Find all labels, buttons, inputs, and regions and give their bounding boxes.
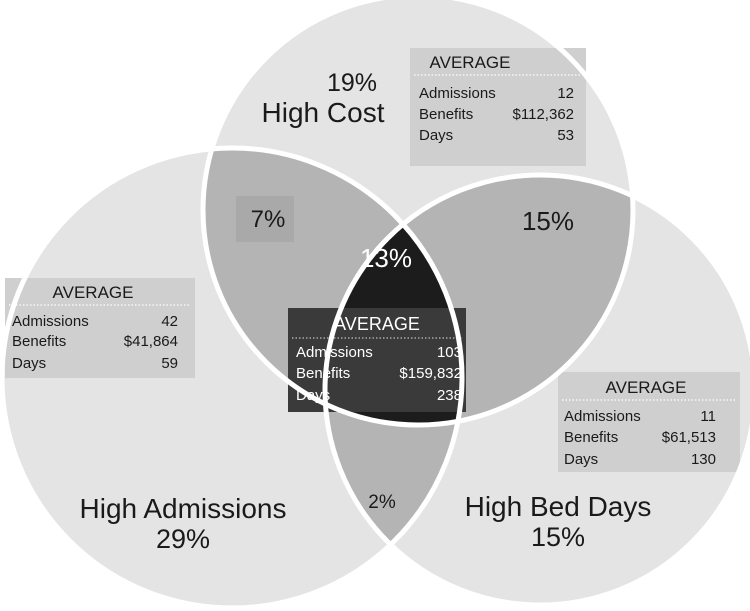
benefits-label: Benefits bbox=[419, 106, 473, 123]
days-value: 59 bbox=[161, 355, 178, 372]
admissions-value: 11 bbox=[700, 408, 716, 425]
admissions-label: Admissions bbox=[296, 344, 373, 361]
high-cost-average-panel bbox=[410, 48, 586, 166]
admissions-bed-days-percent: 2% bbox=[368, 492, 396, 513]
all-three-percent: 13% bbox=[360, 243, 412, 273]
admissions-value: 103 bbox=[437, 344, 462, 361]
all-three-average-panel bbox=[288, 308, 466, 412]
benefits-label: Benefits bbox=[564, 429, 618, 446]
benefits-value: $112,362 bbox=[513, 106, 574, 123]
high-bed-days-label: High Bed Days bbox=[465, 491, 652, 522]
days-value: 130 bbox=[691, 451, 716, 468]
high-admissions-percent: 29% bbox=[156, 524, 210, 554]
high-bed-days-average-table: AVERAGE Admissions 11 Benefits $61,513 D… bbox=[564, 378, 716, 468]
cost-admissions-percent: 7% bbox=[251, 206, 286, 233]
days-value: 238 bbox=[437, 387, 462, 404]
days-label: Days bbox=[296, 387, 330, 404]
high-bed-days-average-panel bbox=[558, 372, 740, 472]
admissions-value: 42 bbox=[161, 313, 178, 330]
admissions-label: Admissions bbox=[419, 85, 496, 102]
seven-percent-panel bbox=[236, 196, 294, 242]
benefits-label: Benefits bbox=[12, 333, 66, 350]
admissions-value: 12 bbox=[557, 85, 574, 102]
days-label: Days bbox=[419, 127, 453, 144]
benefits-value: $61,513 bbox=[662, 429, 716, 446]
benefits-label: Benefits bbox=[296, 365, 350, 382]
average-heading: AVERAGE bbox=[334, 314, 420, 334]
average-heading: AVERAGE bbox=[53, 283, 134, 302]
high-cost-average-table: AVERAGE Admissions 12 Benefits $112,362 … bbox=[419, 53, 574, 144]
high-cost-label: High Cost bbox=[262, 97, 385, 128]
cost-bed-days-percent: 15% bbox=[522, 206, 574, 236]
admissions-label: Admissions bbox=[12, 313, 89, 330]
average-heading: AVERAGE bbox=[606, 378, 687, 397]
admissions-label: Admissions bbox=[564, 408, 641, 425]
high-admissions-label: High Admissions bbox=[80, 493, 287, 524]
days-label: Days bbox=[564, 451, 598, 468]
benefits-value: $41,864 bbox=[124, 333, 178, 350]
high-cost-percent: 19% bbox=[327, 69, 377, 97]
all-three-average-table: AVERAGE Admissions 103 Benefits $159,832… bbox=[296, 314, 462, 404]
average-heading: AVERAGE bbox=[430, 53, 511, 72]
benefits-value: $159,832 bbox=[399, 365, 462, 382]
high-admissions-average-panel bbox=[5, 278, 195, 378]
high-bed-days-percent: 15% bbox=[531, 522, 585, 552]
high-admissions-average-table: AVERAGE Admissions 42 Benefits $41,864 D… bbox=[12, 283, 178, 372]
days-value: 53 bbox=[557, 127, 574, 144]
days-label: Days bbox=[12, 355, 46, 372]
